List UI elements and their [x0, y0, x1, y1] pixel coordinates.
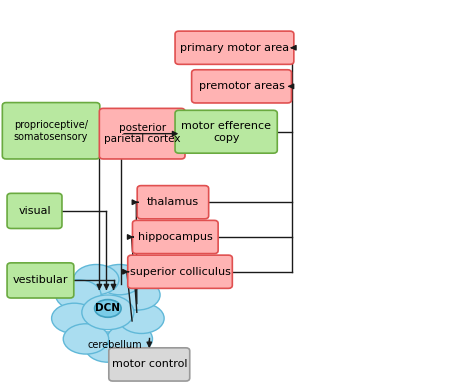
Text: motor control: motor control	[111, 359, 187, 370]
FancyBboxPatch shape	[175, 31, 294, 64]
Ellipse shape	[82, 295, 134, 329]
FancyBboxPatch shape	[7, 263, 74, 298]
Ellipse shape	[73, 265, 119, 295]
Text: posterior
parietal cortex: posterior parietal cortex	[104, 123, 180, 144]
Text: proprioceptive/
somatosensory: proprioceptive/ somatosensory	[14, 120, 88, 142]
FancyBboxPatch shape	[109, 348, 190, 381]
Ellipse shape	[51, 303, 97, 333]
Text: superior colliculus: superior colliculus	[129, 267, 230, 277]
FancyBboxPatch shape	[132, 221, 218, 254]
Ellipse shape	[97, 265, 142, 295]
FancyBboxPatch shape	[175, 110, 278, 153]
Text: primary motor area: primary motor area	[180, 43, 289, 53]
Text: cerebellum: cerebellum	[88, 340, 142, 350]
Ellipse shape	[119, 303, 164, 333]
FancyBboxPatch shape	[192, 70, 291, 103]
FancyBboxPatch shape	[99, 109, 185, 159]
FancyBboxPatch shape	[137, 186, 208, 219]
Text: premotor areas: premotor areas	[198, 81, 285, 91]
Text: hippocampus: hippocampus	[138, 232, 213, 242]
Text: vestibular: vestibular	[13, 275, 68, 286]
Ellipse shape	[107, 324, 152, 354]
Ellipse shape	[95, 300, 121, 317]
FancyBboxPatch shape	[2, 103, 100, 159]
Ellipse shape	[85, 332, 130, 362]
Text: motor efference
copy: motor efference copy	[181, 121, 271, 142]
Text: DCN: DCN	[95, 303, 120, 314]
Ellipse shape	[115, 280, 160, 310]
Ellipse shape	[63, 324, 109, 354]
Ellipse shape	[56, 280, 101, 310]
Text: thalamus: thalamus	[147, 197, 199, 207]
FancyBboxPatch shape	[128, 255, 232, 288]
FancyBboxPatch shape	[7, 193, 62, 228]
Text: visual: visual	[18, 206, 51, 216]
